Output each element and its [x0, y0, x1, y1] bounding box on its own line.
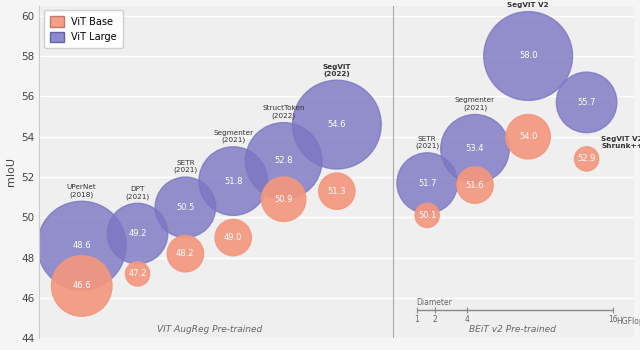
Text: 48.2: 48.2	[176, 249, 195, 258]
Text: HGFlops: HGFlops	[616, 317, 640, 326]
Ellipse shape	[292, 80, 381, 169]
Legend: ViT Base, ViT Large: ViT Base, ViT Large	[44, 10, 123, 48]
Ellipse shape	[108, 203, 168, 264]
Text: BEiT v2 Pre-trained: BEiT v2 Pre-trained	[468, 326, 556, 334]
Text: UPerNet
(2018): UPerNet (2018)	[67, 184, 97, 198]
Text: 48.6: 48.6	[72, 241, 91, 250]
Ellipse shape	[575, 147, 598, 171]
Text: StructToken
(2022): StructToken (2022)	[262, 105, 305, 119]
Ellipse shape	[397, 153, 458, 214]
Text: SegViT V2
Shrunk++: SegViT V2 Shrunk++	[602, 136, 640, 149]
Text: 50.1: 50.1	[418, 211, 436, 220]
Text: 52.9: 52.9	[577, 154, 596, 163]
Text: 4: 4	[465, 315, 470, 324]
Text: VIT AugReg Pre-trained: VIT AugReg Pre-trained	[157, 326, 262, 334]
Ellipse shape	[484, 12, 573, 100]
Text: 16: 16	[609, 315, 618, 324]
Text: 49.2: 49.2	[129, 229, 147, 238]
Ellipse shape	[245, 122, 322, 199]
Ellipse shape	[441, 114, 509, 183]
Y-axis label: mIoU: mIoU	[6, 158, 15, 187]
Text: SegViT
(2022): SegViT (2022)	[323, 64, 351, 77]
Text: 2: 2	[433, 315, 438, 324]
Text: 51.3: 51.3	[328, 187, 346, 196]
Text: 50.5: 50.5	[176, 203, 195, 212]
Ellipse shape	[51, 256, 112, 316]
Text: 47.2: 47.2	[128, 270, 147, 278]
Text: 51.6: 51.6	[466, 181, 484, 190]
Ellipse shape	[457, 167, 493, 203]
Text: 50.9: 50.9	[275, 195, 293, 204]
Ellipse shape	[167, 236, 204, 272]
Text: SETR
(2021): SETR (2021)	[415, 136, 439, 149]
Text: 1: 1	[414, 315, 419, 324]
Text: 53.4: 53.4	[466, 144, 484, 153]
Text: 55.7: 55.7	[577, 98, 596, 107]
Text: 49.0: 49.0	[224, 233, 243, 242]
Text: Diameter: Diameter	[417, 298, 452, 307]
Text: SegViT V2: SegViT V2	[508, 2, 549, 8]
Text: 51.7: 51.7	[418, 178, 436, 188]
Ellipse shape	[262, 177, 306, 222]
Text: SETR
(2021): SETR (2021)	[173, 160, 197, 173]
Ellipse shape	[215, 219, 252, 256]
Text: Segmenter
(2021): Segmenter (2021)	[455, 97, 495, 111]
Text: 46.6: 46.6	[72, 281, 91, 290]
Text: 51.8: 51.8	[224, 177, 243, 186]
Ellipse shape	[125, 262, 150, 286]
Ellipse shape	[199, 147, 268, 215]
Ellipse shape	[155, 177, 216, 238]
Ellipse shape	[556, 72, 617, 133]
Text: DPT
(2021): DPT (2021)	[125, 186, 150, 200]
Text: 54.6: 54.6	[328, 120, 346, 129]
Text: Segmenter
(2021): Segmenter (2021)	[213, 130, 253, 143]
Text: 52.8: 52.8	[275, 156, 293, 166]
Ellipse shape	[506, 114, 550, 159]
Ellipse shape	[415, 203, 439, 228]
Text: 54.0: 54.0	[519, 132, 538, 141]
Text: 58.0: 58.0	[519, 51, 538, 61]
Ellipse shape	[319, 173, 355, 209]
Ellipse shape	[37, 201, 126, 290]
